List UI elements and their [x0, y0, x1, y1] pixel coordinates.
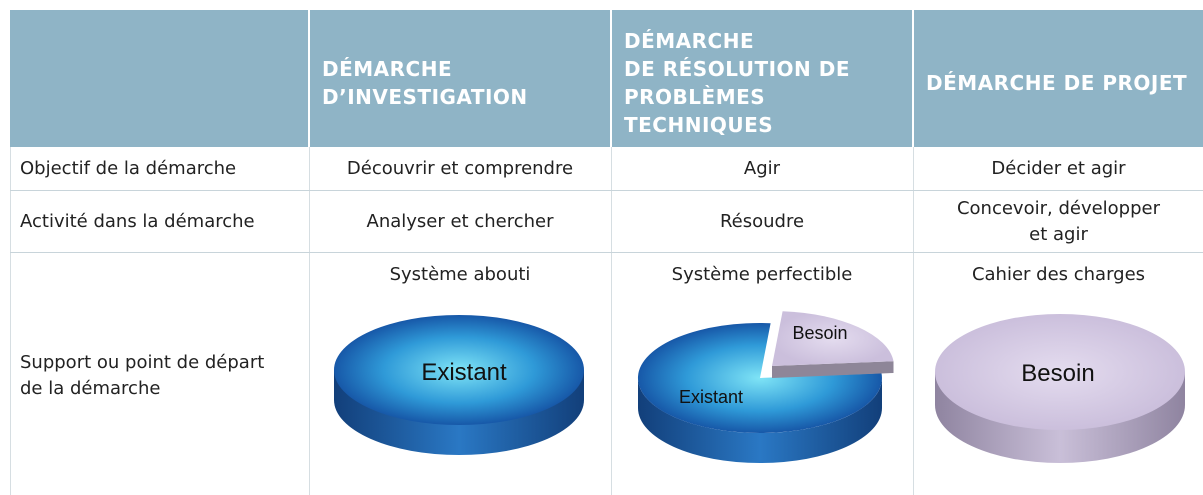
disc-top — [637, 322, 882, 433]
text-line: DÉMARCHE DE PROJET — [926, 70, 1188, 95]
text-line: Agir — [743, 158, 781, 179]
cell-title: Système perfectible — [671, 264, 853, 285]
cell-title: Cahier des charges — [971, 264, 1146, 285]
cell-title: Système abouti — [389, 264, 531, 285]
slice-top — [772, 311, 894, 366]
text-line: Support ou point de départ — [20, 352, 265, 373]
text-line: Résoudre — [719, 210, 805, 232]
cell-text: Résoudre — [612, 209, 912, 235]
disc-side — [638, 378, 882, 463]
text-line: D’INVESTIGATION — [322, 84, 528, 109]
header-cell — [612, 10, 912, 147]
cell-text: Décider et agir — [914, 156, 1203, 182]
column-border — [309, 147, 310, 495]
column-border — [913, 147, 914, 495]
disc-label: Besoin — [1021, 360, 1094, 387]
text-line: TECHNIQUES — [624, 112, 774, 137]
header-text: DÉMARCHE DE RÉSOLUTION DE PROBLÈMES TECHNIQ… — [624, 27, 850, 139]
disc-top — [935, 314, 1185, 430]
text-line: PROBLÈMES — [624, 84, 766, 109]
text-line: Activité dans la démarche — [20, 210, 255, 232]
text-line: DÉMARCHE — [624, 28, 755, 53]
text-line: Découvrir et comprendre — [346, 158, 574, 179]
header-text: DÉMARCHE DE PROJET — [926, 69, 1187, 97]
cell-text: Analyser et chercher — [310, 209, 610, 235]
text-line: Objectif de la démarche — [20, 158, 237, 179]
text-line: DE RÉSOLUTION DE — [624, 56, 851, 81]
header-cell — [914, 10, 1203, 147]
row-border — [10, 190, 1203, 191]
disc-top — [334, 315, 584, 425]
cell-text: Découvrir et comprendre — [310, 156, 610, 182]
text-line: Analyser et chercher — [366, 210, 554, 232]
slice-label: Besoin — [792, 323, 847, 343]
header-text: DÉMARCHE D’INVESTIGATION — [322, 55, 528, 111]
row-label: Objectif de la démarche — [20, 156, 236, 182]
text-line: Décider et agir — [991, 158, 1126, 179]
cell-text: Concevoir, développer et agir — [914, 196, 1203, 248]
header-cell — [10, 10, 308, 147]
text-line: Concevoir, développer — [956, 197, 1161, 219]
disc-label: Existant — [679, 387, 743, 407]
row-label: Activité dans la démarche — [20, 209, 255, 235]
column-border — [10, 147, 11, 495]
text-line: DÉMARCHE — [322, 56, 453, 81]
text-line: et agir — [1029, 223, 1088, 245]
header-cell — [310, 10, 610, 147]
disc-label: Existant — [421, 359, 507, 386]
cell-text: Agir — [612, 156, 912, 182]
row-border — [10, 252, 1203, 253]
slice-side — [772, 361, 894, 378]
row-label: Support ou point de départ de la démarche — [20, 350, 264, 402]
column-border — [611, 147, 612, 495]
text-line: de la démarche — [20, 378, 161, 399]
